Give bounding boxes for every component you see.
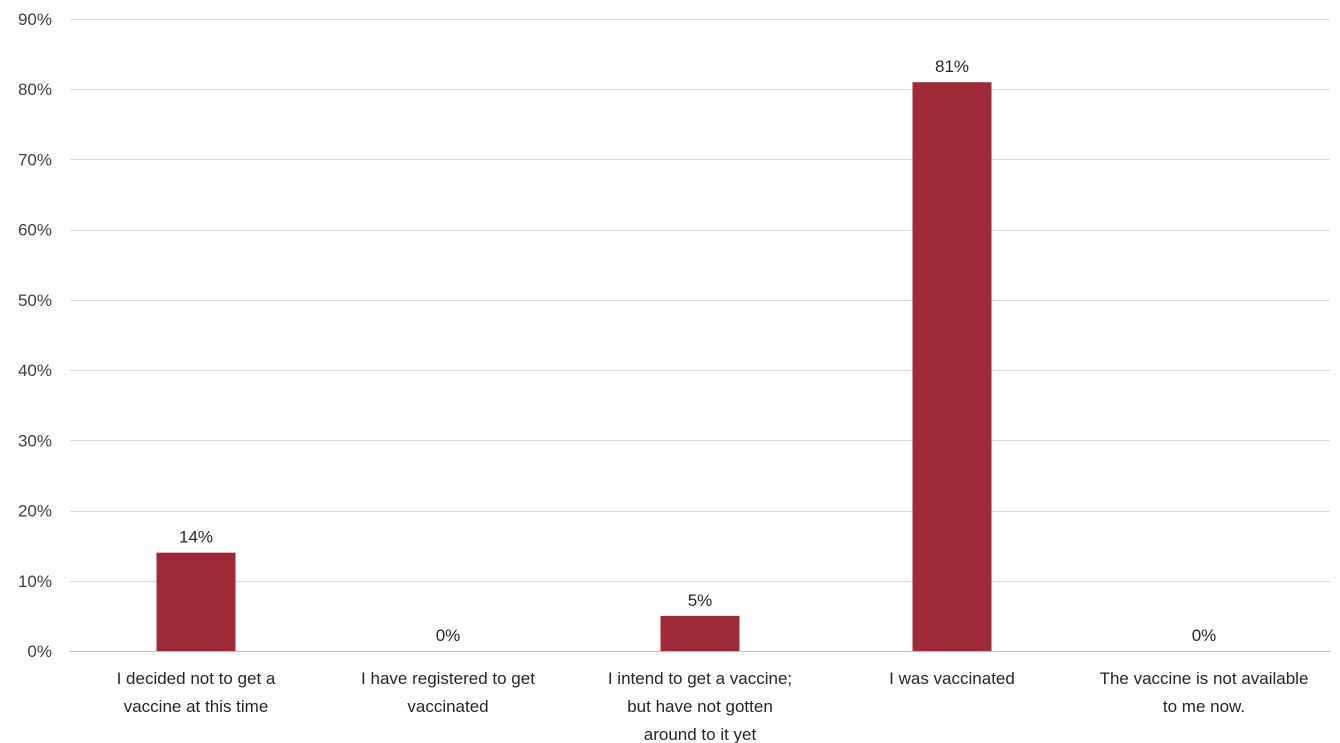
x-category-label: I have registered to get vaccinated (361, 669, 535, 716)
data-label: 5% (688, 591, 713, 610)
y-tick-label: 50% (18, 291, 52, 310)
x-category-label-line: The vaccine is not available (1100, 669, 1309, 688)
x-category-label: The vaccine is not available to me now. (1100, 669, 1309, 716)
x-category-label: I intend to get a vaccine; but have not g… (608, 669, 792, 743)
y-tick-label: 90% (18, 10, 52, 29)
x-category-label-line: but have not gotten (627, 697, 773, 716)
data-labels: 14% 0% 5% 81% 0% (179, 57, 1216, 645)
y-axis-tick-labels: 0% 10% 20% 30% 40% 50% 60% 70% 80% 90% (18, 10, 52, 661)
y-tick-label: 10% (18, 572, 52, 591)
bar (660, 615, 740, 651)
y-tick-label: 40% (18, 361, 52, 380)
y-tick-label: 60% (18, 221, 52, 240)
bar (912, 82, 992, 651)
x-category-label-line: vaccinated (407, 697, 488, 716)
data-label: 0% (1192, 626, 1217, 645)
x-category-label: I decided not to get a vaccine at this ti… (117, 669, 276, 716)
y-tick-label: 80% (18, 80, 52, 99)
bar (156, 552, 236, 651)
x-category-label-line: around to it yet (644, 725, 757, 743)
y-tick-label: 70% (18, 150, 52, 169)
x-category-label-line: I have registered to get (361, 669, 535, 688)
data-label: 81% (935, 57, 969, 76)
x-category-label-line: to me now. (1163, 697, 1245, 716)
x-category-label-line: I decided not to get a (117, 669, 276, 688)
y-tick-label: 30% (18, 431, 52, 450)
x-axis-category-labels: I decided not to get a vaccine at this ti… (117, 669, 1309, 743)
data-label: 0% (436, 626, 461, 645)
y-tick-label: 0% (27, 642, 52, 661)
x-category-label-line: vaccine at this time (124, 697, 269, 716)
y-tick-label: 20% (18, 502, 52, 521)
x-category-label: I was vaccinated (889, 669, 1015, 688)
gridlines (70, 19, 1330, 652)
bars (156, 82, 992, 651)
x-category-label-line: I intend to get a vaccine; (608, 669, 792, 688)
x-category-label-line: I was vaccinated (889, 669, 1015, 688)
data-label: 14% (179, 528, 213, 547)
